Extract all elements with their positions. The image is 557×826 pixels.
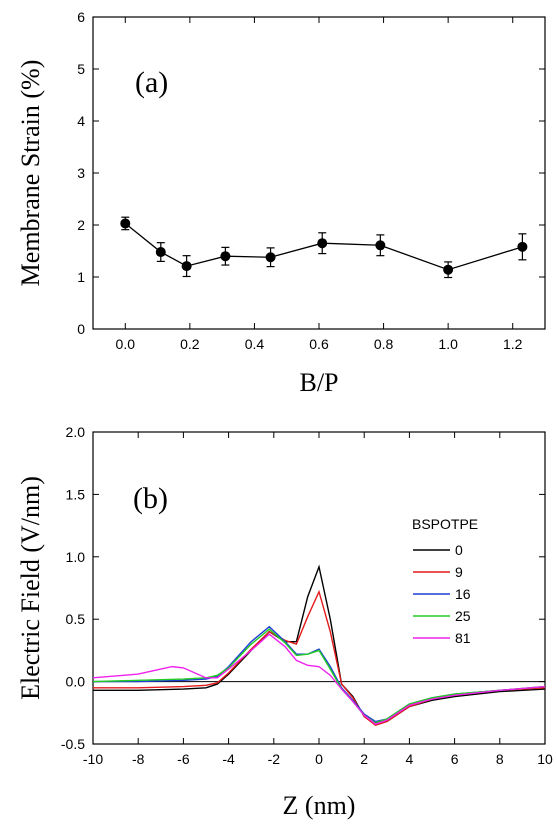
chart-a-x-tick-label: 1.0: [438, 336, 458, 352]
chart-b-legend: BSPOTPE 0 9 16 25 81: [412, 516, 478, 646]
chart-b-series-line-81: [92, 633, 546, 725]
chart-b-x-tick-label: -10: [83, 751, 103, 767]
chart-a-series: [120, 216, 528, 279]
chart-b-legend-label-9: 9: [455, 564, 463, 580]
chart-a-x-tick-label: 0.6: [309, 336, 329, 352]
chart-a-x-tick-label: 0.2: [180, 336, 200, 352]
chart-b-legend-label-16: 16: [455, 586, 471, 602]
chart-b-legend-label-0: 0: [455, 542, 463, 558]
chart-a-x-tick-label: 0.4: [245, 336, 265, 352]
chart-a: 0.0 0.2 0.4 0.6 0.8 1.0 1.2 0 1 2 3 4 5 6 (a) B/P Mem…: [16, 9, 546, 397]
chart-a-data-point: [181, 261, 192, 272]
chart-b-x-tick-label: 2: [360, 751, 368, 767]
chart-b-y-tick-label: -0.5: [61, 736, 85, 752]
chart-a-x-axis-label: B/P: [299, 368, 338, 397]
chart-a-y-tick-label: 6: [77, 9, 85, 25]
chart-b-plot-frame: [92, 431, 546, 745]
chart-a-x-tick-label: 0.8: [374, 336, 394, 352]
chart-b-x-tick-label: -8: [132, 751, 145, 767]
chart-b-y-tick-label: 1.0: [66, 549, 86, 565]
chart-b-legend-label-81: 81: [455, 630, 471, 646]
chart-a-data-point: [220, 251, 231, 262]
chart-a-y-tick-label: 3: [77, 165, 85, 181]
chart-b-x-tick-label: 0: [315, 751, 323, 767]
chart-a-data-point: [375, 240, 386, 251]
chart-b-x-tick-label: 6: [451, 751, 459, 767]
chart-a-y-tick-label: 4: [77, 113, 85, 129]
chart-a-y-tick-label: 0: [77, 321, 85, 337]
chart-b-legend-label-25: 25: [455, 608, 471, 624]
chart-a-data-point: [155, 247, 166, 258]
chart-b-x-tick-label: 8: [496, 751, 504, 767]
chart-b-x-tick-label: 4: [406, 751, 414, 767]
chart-b-x-axis-label: Z (nm): [283, 791, 356, 820]
chart-a-y-tick-label: 1: [77, 269, 85, 285]
chart-b-panel-label: (b): [133, 482, 168, 515]
chart-a-data-point: [317, 238, 328, 249]
chart-b-ticks: [92, 431, 546, 745]
chart-b-y-axis-label: Electric Field (V/nm): [16, 476, 45, 700]
chart-a-y-tick-label: 2: [77, 217, 85, 233]
chart-b-x-tick-label: 10: [537, 751, 553, 767]
chart-a-plot-frame: [92, 16, 546, 330]
chart-b-tick-labels: -10 -8 -6 -4 -2 0 2 4 6 8 10-0.50.00.51.01.52.0: [61, 424, 553, 767]
chart-a-x-tick-label: 0.0: [116, 336, 136, 352]
chart-b-y-tick-label: 0.0: [66, 674, 86, 690]
chart-b: -10 -8 -6 -4 -2 0 2 4 6 8 10-0.50.00.51.01.52.0 (b…: [16, 424, 553, 820]
chart-b-y-tick-label: 1.5: [66, 486, 86, 502]
chart-b-x-tick-label: -6: [177, 751, 190, 767]
chart-a-data-point: [517, 241, 528, 252]
chart-b-legend-title: BSPOTPE: [412, 516, 478, 532]
chart-a-x-tick-label: 1.2: [503, 336, 523, 352]
chart-a-y-axis-label: Membrane Strain (%): [16, 60, 45, 287]
chart-b-x-tick-label: -4: [222, 751, 235, 767]
chart-b-series-line-16: [93, 625, 546, 723]
chart-a-data-point: [443, 264, 454, 275]
chart-a-data-point: [120, 218, 131, 229]
chart-a-panel-label: (a): [135, 66, 168, 99]
chart-a-tick-labels: 0.0 0.2 0.4 0.6 0.8 1.0 1.2 0 1 2 3 4 5 6: [77, 9, 522, 352]
chart-a-ticks: [93, 16, 545, 330]
chart-b-series: [92, 564, 546, 727]
chart-b-y-tick-label: 0.5: [66, 611, 86, 627]
chart-a-y-tick-label: 5: [77, 61, 85, 77]
chart-b-series-line-9: [93, 589, 546, 727]
chart-b-series-line-25: [92, 628, 546, 724]
chart-b-x-tick-label: -2: [268, 751, 281, 767]
chart-a-data-point: [265, 252, 276, 263]
chart-b-y-tick-label: 2.0: [66, 424, 86, 440]
